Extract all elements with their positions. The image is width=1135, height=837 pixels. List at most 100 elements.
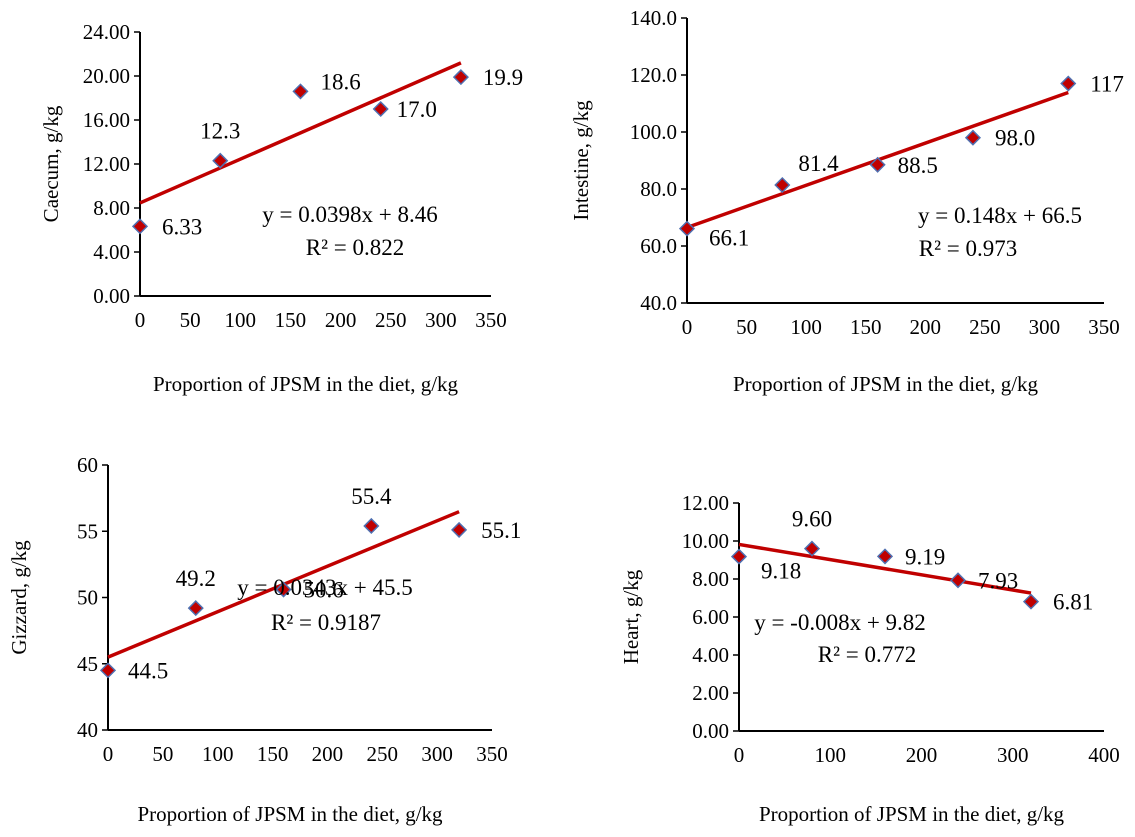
- y-tick-label: 55: [77, 519, 98, 543]
- chart-1: 0.00 4.00 8.00 12.00 16.00 20.00 24.00 0 50 100 15…: [39, 20, 523, 396]
- trendline: [738, 542, 1032, 595]
- r-squared-label: R² = 0.9187: [271, 610, 381, 635]
- y-tick-label: 2.00: [692, 681, 729, 705]
- x-tick-label: 300: [425, 308, 457, 332]
- y-tick-label: 20.00: [83, 64, 130, 88]
- data-point: [292, 83, 309, 100]
- data-label: 9.60: [792, 507, 832, 532]
- x-tick-label: 0: [135, 308, 146, 332]
- data-label: 9.18: [761, 559, 801, 584]
- y-tick-label: 8.00: [93, 196, 130, 220]
- x-axis-title: Proportion of JPSM in the diet, g/kg: [153, 372, 459, 396]
- data-label: 55.4: [351, 484, 392, 509]
- x-tick-label: 250: [969, 315, 1001, 339]
- data-label: 9.19: [905, 544, 945, 569]
- y-tick-label: 140.0: [630, 6, 677, 30]
- y-axis-title: Gizzard, g/kg: [7, 540, 31, 655]
- r-squared-label: R² = 0.822: [306, 235, 404, 260]
- data-point: [99, 662, 117, 679]
- chart-4: 0.00 2.00 4.00 6.00 8.00 10.00 12.00 0 100 200 300…: [619, 491, 1120, 826]
- x-tick-label: 250: [375, 308, 407, 332]
- x-tick-label: 300: [997, 743, 1029, 767]
- data-point: [212, 152, 229, 169]
- trendline-equation: y = 0.0398x + 8.46: [262, 202, 437, 227]
- y-tick-label: 16.00: [83, 108, 130, 132]
- x-tick-label: 50: [152, 742, 173, 766]
- y-tick-label: 6.00: [692, 605, 729, 629]
- y-tick-label: 4.00: [692, 643, 729, 667]
- data-label: 6.33: [162, 214, 202, 239]
- data-point: [1060, 75, 1077, 92]
- data-label: 98.0: [995, 126, 1035, 151]
- x-tick-label: 150: [257, 742, 289, 766]
- y-axis-title: Caecum, g/kg: [39, 105, 63, 222]
- y-tick-label: 45: [77, 652, 98, 676]
- data-point: [451, 521, 468, 538]
- x-tick-label: 150: [850, 315, 882, 339]
- x-tick-label: 50: [736, 315, 757, 339]
- y-tick-label: 24.00: [83, 20, 130, 44]
- x-tick-label: 200: [312, 742, 344, 766]
- trendline-equation: y = 0.148x + 66.5: [918, 203, 1082, 228]
- data-label: 18.6: [320, 69, 360, 94]
- x-tick-label: 200: [325, 308, 357, 332]
- y-tick-label: 80.0: [640, 177, 677, 201]
- data-label: 50.6: [304, 578, 344, 603]
- data-label: 55.1: [481, 518, 521, 543]
- trendline-equation: y = -0.008x + 9.82: [754, 610, 926, 635]
- y-tick-label: 60.0: [640, 234, 677, 258]
- y-tick-label: 12.00: [83, 152, 130, 176]
- data-label: 49.2: [176, 566, 216, 591]
- x-tick-label: 0: [682, 315, 693, 339]
- x-tick-label: 100: [225, 308, 257, 332]
- x-tick-label: 200: [906, 743, 938, 767]
- y-tick-label: 120.0: [630, 63, 677, 87]
- data-point: [876, 548, 894, 565]
- x-tick-label: 0: [103, 742, 114, 766]
- data-point: [869, 156, 886, 173]
- data-label: 88.5: [898, 153, 938, 178]
- x-axis-title: Proportion of JPSM in the diet, g/kg: [733, 372, 1039, 396]
- y-tick-label: 0.00: [93, 284, 130, 308]
- y-tick-label: 0.00: [692, 719, 729, 743]
- data-point: [372, 100, 389, 118]
- data-point: [803, 540, 821, 557]
- y-tick-label: 8.00: [692, 567, 729, 591]
- x-tick-label: 100: [815, 743, 847, 767]
- data-point: [774, 176, 791, 194]
- x-tick-label: 100: [790, 315, 822, 339]
- x-tick-label: 300: [421, 742, 453, 766]
- y-tick-label: 50: [77, 586, 98, 610]
- r-squared-label: R² = 0.772: [818, 642, 916, 667]
- y-tick-label: 100.0: [630, 120, 677, 144]
- trendline-equation: y = 0.0343x + 45.5: [237, 575, 412, 600]
- y-tick-label: 4.00: [93, 240, 130, 264]
- x-tick-label: 300: [1029, 315, 1061, 339]
- r-squared-label: R² = 0.973: [919, 236, 1017, 261]
- y-tick-label: 40: [77, 718, 98, 742]
- x-tick-label: 50: [180, 308, 201, 332]
- chart-3: 40 45 50 55 60 0 50 100 150 200 250 300 350 Proportio…: [7, 453, 521, 826]
- x-tick-label: 0: [734, 743, 745, 767]
- data-point: [730, 548, 748, 565]
- data-label: 7.93: [978, 568, 1018, 593]
- data-point: [131, 218, 149, 235]
- y-axis-title: Heart, g/kg: [619, 569, 643, 664]
- data-label: 19.9: [483, 65, 523, 90]
- trendline: [139, 61, 462, 205]
- x-axis-title: Proportion of JPSM in the diet, g/kg: [137, 802, 443, 826]
- data-point: [1022, 593, 1040, 610]
- data-point: [949, 572, 967, 589]
- data-label: 66.1: [709, 226, 749, 251]
- y-axis-title: Intestine, g/kg: [569, 100, 593, 221]
- data-label: 17.0: [397, 97, 437, 122]
- data-point: [187, 600, 204, 617]
- x-tick-label: 100: [202, 742, 234, 766]
- data-point: [363, 517, 380, 535]
- x-tick-label: 350: [476, 742, 508, 766]
- data-point: [452, 69, 469, 86]
- data-label: 44.5: [128, 658, 168, 683]
- y-tick-label: 60: [77, 453, 98, 477]
- x-tick-label: 350: [1088, 315, 1120, 339]
